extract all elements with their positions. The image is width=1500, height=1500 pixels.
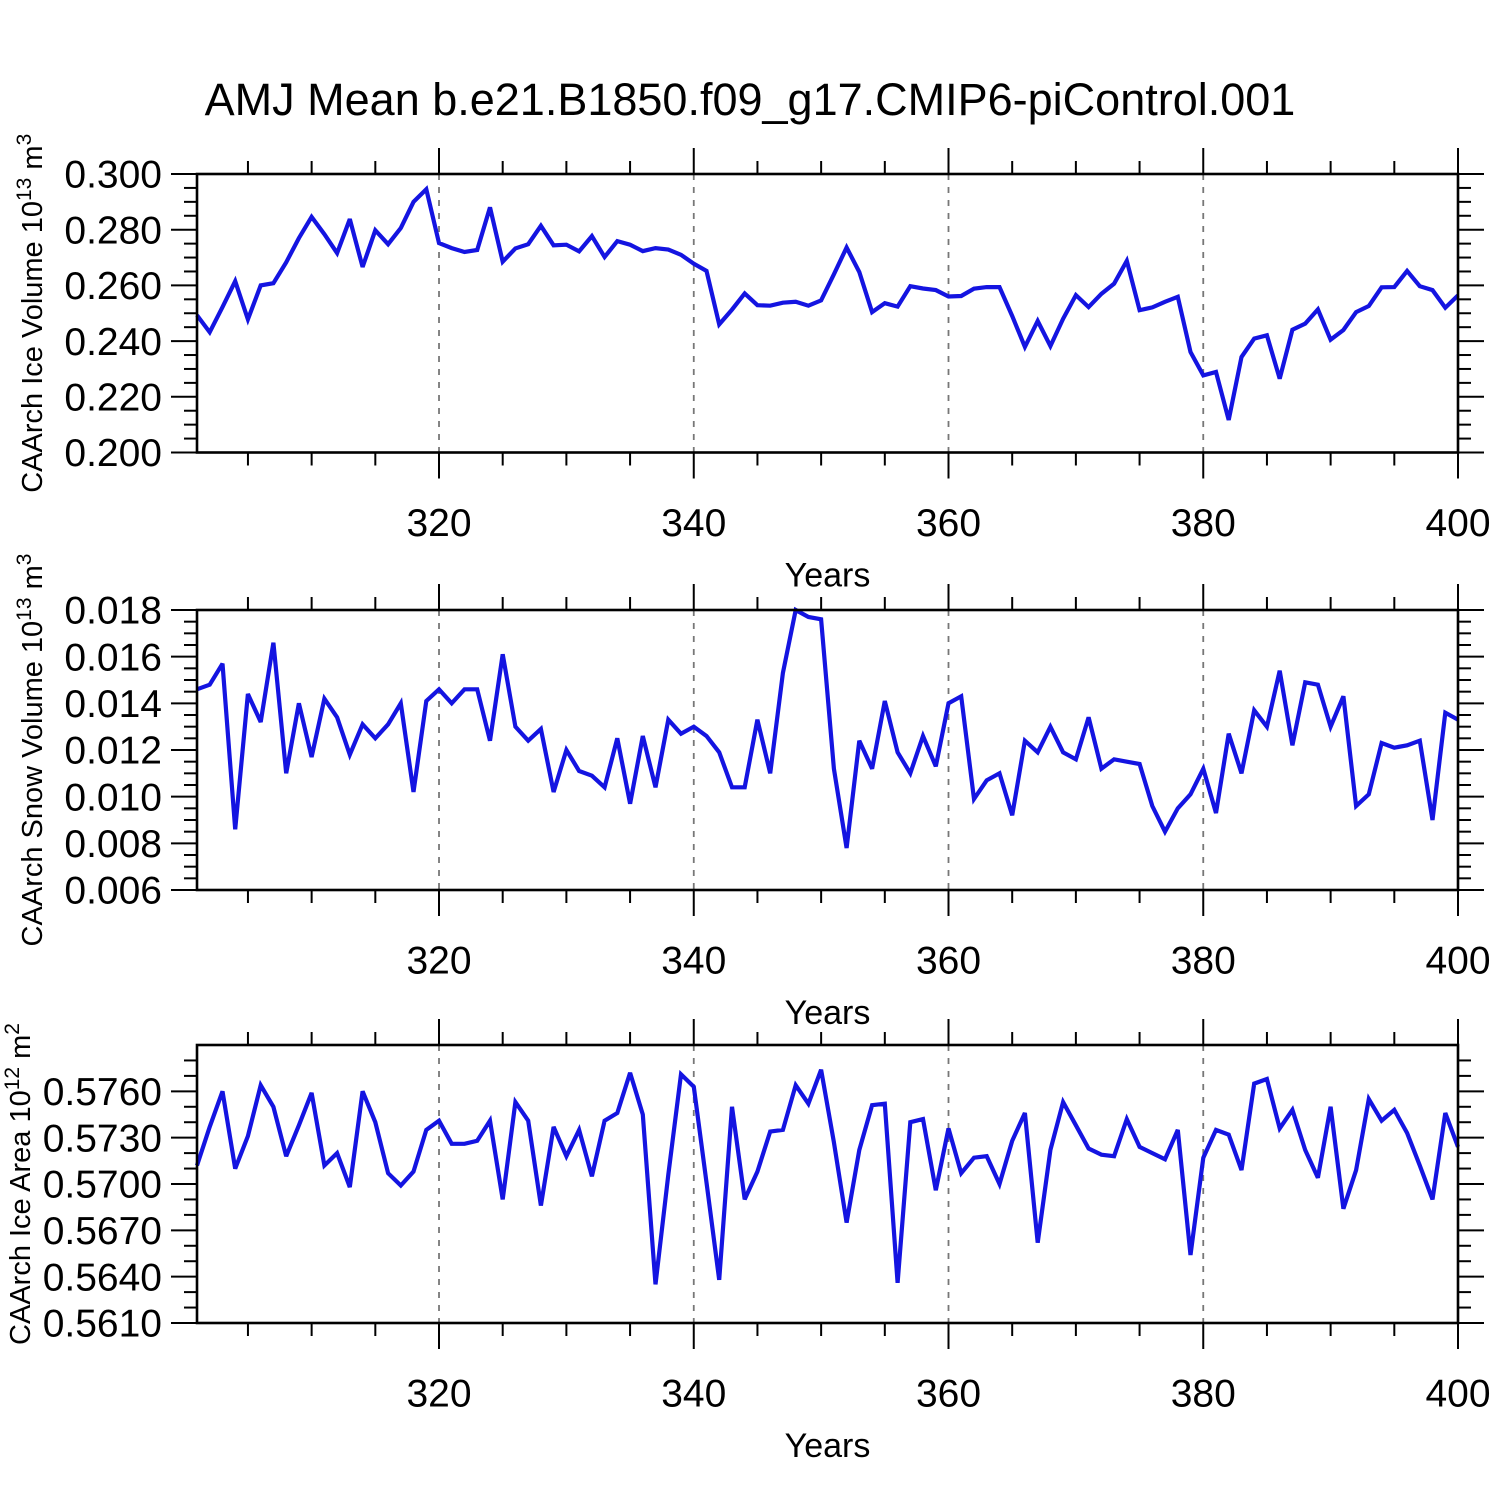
x-tick-label: 380 bbox=[1171, 940, 1236, 983]
y-tick-label: 0.5760 bbox=[43, 1071, 162, 1114]
y-axis-title: CAArch Ice Volume 1013 m3 bbox=[13, 134, 49, 493]
plot-box bbox=[195, 608, 1460, 892]
y-tick-label: 0.280 bbox=[64, 209, 162, 252]
x-tick-label: 380 bbox=[1171, 1373, 1236, 1416]
panel-ice-volume: 0.200 0.220 0.240 0.260 0.280 0.300 320 340 360 3… bbox=[13, 134, 1491, 595]
series-line-snow-volume bbox=[196, 606, 1460, 849]
x-tick-label: 400 bbox=[1425, 502, 1490, 545]
y-tick-label: 0.008 bbox=[64, 823, 162, 866]
x-axis-title: Years bbox=[785, 1427, 871, 1465]
y-tick-label: 0.220 bbox=[64, 376, 162, 419]
y-tick-label: 0.018 bbox=[64, 590, 162, 633]
x-axis-title: Years bbox=[785, 556, 871, 594]
y-axis-title: CAArch Ice Area 1012 m2 bbox=[1, 1023, 37, 1345]
x-tick-label: 360 bbox=[916, 940, 981, 983]
y-tick-label: 0.5730 bbox=[43, 1117, 162, 1160]
y-tick-label: 0.5610 bbox=[43, 1303, 162, 1346]
y-tick-label: 0.260 bbox=[64, 265, 162, 308]
y-tick-label: 0.240 bbox=[64, 321, 162, 364]
y-tick-label: 0.5640 bbox=[43, 1256, 162, 1299]
plot-box bbox=[195, 172, 1460, 454]
y-tick-label: 0.010 bbox=[64, 776, 162, 819]
y-tick-label: 0.200 bbox=[64, 432, 162, 475]
x-axis-title: Years bbox=[785, 994, 871, 1032]
x-tick-label: 340 bbox=[661, 502, 726, 545]
y-tick-label: 0.006 bbox=[64, 870, 162, 913]
y-tick-label: 0.012 bbox=[64, 730, 162, 773]
chart-title: AMJ Mean b.e21.B1850.f09_g17.CMIP6-piCon… bbox=[204, 74, 1296, 125]
x-tick-label: 360 bbox=[916, 1373, 981, 1416]
x-tick-label: 340 bbox=[661, 1373, 726, 1416]
x-tick-label: 360 bbox=[916, 502, 981, 545]
x-tick-label: 380 bbox=[1171, 502, 1236, 545]
x-tick-label: 340 bbox=[661, 940, 726, 983]
x-tick-label: 400 bbox=[1425, 940, 1490, 983]
x-tick-label: 320 bbox=[406, 502, 471, 545]
x-tick-label: 320 bbox=[406, 1373, 471, 1416]
y-axis-title: CAArch Snow Volume 1013 m3 bbox=[13, 554, 49, 947]
y-tick-label: 0.300 bbox=[64, 154, 162, 197]
x-tick-label: 400 bbox=[1425, 1373, 1490, 1416]
series-line-ice-area bbox=[195, 1068, 1460, 1285]
x-tick-label: 320 bbox=[406, 940, 471, 983]
y-tick-label: 0.5700 bbox=[43, 1164, 162, 1207]
series-line-ice-volume bbox=[195, 185, 1460, 421]
y-tick-label: 0.5670 bbox=[43, 1210, 162, 1253]
y-tick-label: 0.014 bbox=[64, 683, 162, 726]
y-tick-label: 0.016 bbox=[64, 636, 162, 679]
